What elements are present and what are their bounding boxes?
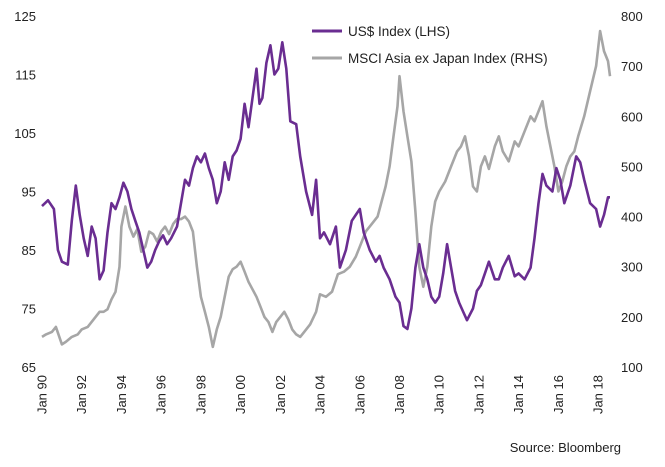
y-left-tick-label: 65: [22, 360, 36, 375]
legend: US$ Index (LHS) MSCI Asia ex Japan Index …: [312, 24, 548, 66]
series-line-msci: [41, 29, 612, 349]
y-axis-left: 65 75 85 95 105 115 125: [14, 9, 36, 375]
x-tick-label: Jan 06: [352, 375, 367, 414]
y-left-tick-label: 105: [14, 126, 36, 141]
series-line-usd: [41, 41, 610, 331]
x-tick-label: Jan 02: [273, 375, 288, 414]
x-tick-label: Jan 04: [313, 375, 328, 414]
y-right-tick-label: 400: [621, 210, 643, 225]
x-tick-label: Jan 92: [74, 375, 89, 414]
x-tick-label: Jan 94: [114, 375, 129, 414]
legend-label: MSCI Asia ex Japan Index (RHS): [348, 51, 548, 66]
y-right-tick-label: 700: [621, 59, 643, 74]
y-left-tick-label: 95: [22, 185, 36, 200]
x-tick-label: Jan 18: [591, 375, 606, 414]
x-tick-label: Jan 10: [432, 375, 447, 414]
y-right-tick-label: 200: [621, 310, 643, 325]
x-tick-label: Jan 90: [35, 375, 50, 414]
y-right-tick-label: 100: [621, 360, 643, 375]
x-axis: Jan 90 Jan 92 Jan 94 Jan 96 Jan 98 Jan 00 Jan …: [35, 375, 606, 414]
y-left-tick-label: 85: [22, 243, 36, 258]
y-axis-right: 100 200 300 400 500 600 700 800: [621, 9, 643, 375]
y-right-tick-label: 500: [621, 159, 643, 174]
x-tick-label: Jan 12: [471, 375, 486, 414]
y-left-tick-label: 125: [14, 9, 36, 24]
series-layer: [41, 29, 612, 349]
y-right-tick-label: 600: [621, 109, 643, 124]
y-right-tick-label: 300: [621, 260, 643, 275]
x-tick-label: Jan 14: [511, 375, 526, 414]
x-tick-label: Jan 16: [551, 375, 566, 414]
y-left-tick-label: 75: [22, 302, 36, 317]
x-tick-label: Jan 98: [193, 375, 208, 414]
y-right-tick-label: 800: [621, 9, 643, 24]
chart-source: Source: Bloomberg: [509, 440, 621, 455]
x-tick-label: Jan 08: [392, 375, 407, 414]
x-tick-label: Jan 00: [233, 375, 248, 414]
legend-label: US$ Index (LHS): [348, 24, 450, 39]
y-left-tick-label: 115: [15, 68, 36, 83]
x-tick-label: Jan 96: [154, 375, 169, 414]
